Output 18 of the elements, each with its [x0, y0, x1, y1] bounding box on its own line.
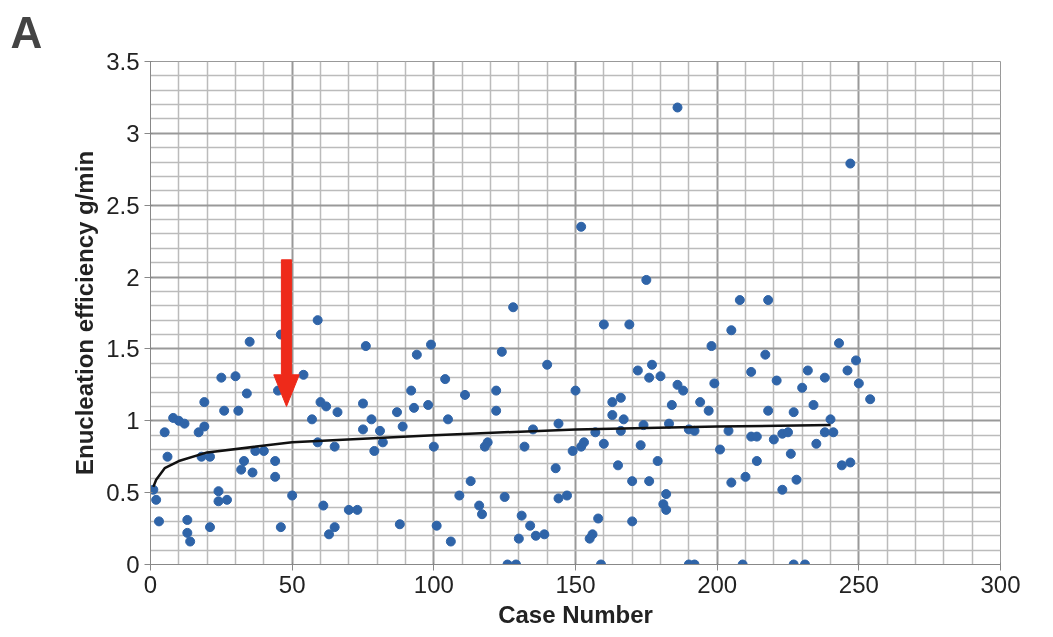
- x-tick-label: 250: [838, 570, 879, 598]
- x-tick-label: 300: [980, 570, 1021, 598]
- x-tick-label: 200: [697, 570, 738, 598]
- y-tick-label: 2: [126, 263, 140, 291]
- y-axis-title: Enucleation efficiency g/min: [71, 150, 99, 476]
- x-tick-label: 100: [413, 570, 454, 598]
- y-tick-label: 0: [126, 551, 140, 578]
- y-tick-label: 3.5: [106, 48, 140, 75]
- y-tick-label: 0.5: [106, 479, 140, 507]
- y-tick-label: 1: [126, 407, 140, 435]
- y-tick-label: 1.5: [106, 335, 140, 363]
- x-tick-label: 0: [143, 570, 158, 598]
- x-tick-label: 50: [278, 570, 306, 598]
- y-tick-label: 2.5: [106, 191, 140, 219]
- chart-title: A: [10, 7, 43, 57]
- x-tick-label: 150: [555, 570, 596, 598]
- y-tick-label: 3: [126, 119, 140, 147]
- x-axis-title: Case Number: [498, 600, 653, 628]
